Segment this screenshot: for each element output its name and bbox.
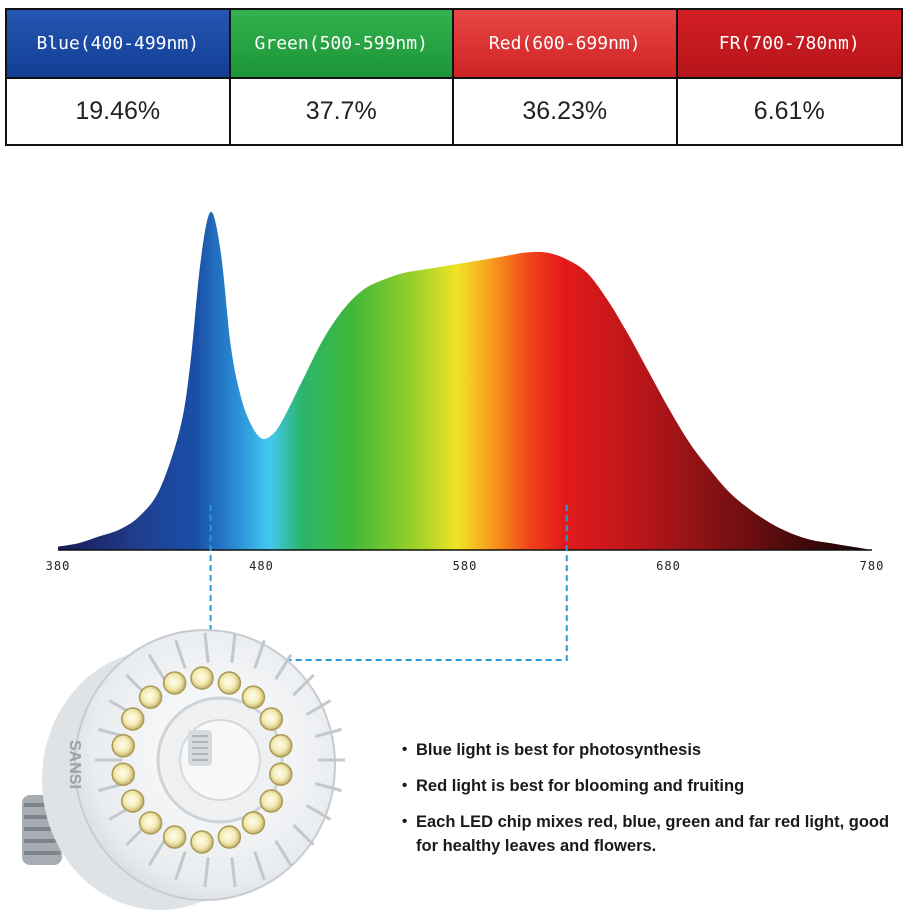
- spectrum-area: [58, 211, 872, 551]
- led-chip: [120, 707, 145, 731]
- fin: [292, 823, 315, 846]
- fin: [230, 632, 237, 663]
- x-tick-label: 680: [656, 559, 681, 573]
- led-chip: [111, 734, 135, 758]
- led-chip: [190, 666, 214, 690]
- fin: [274, 839, 293, 867]
- fin: [314, 727, 342, 738]
- spectrum-band-table: Blue(400-499nm) Green(500-599nm) Red(600…: [5, 8, 903, 146]
- fin: [174, 851, 187, 881]
- list-item: • Red light is best for blooming and fru…: [402, 774, 892, 798]
- fin: [314, 782, 342, 793]
- bullet-symbol: •: [402, 741, 408, 758]
- led-chip: [138, 685, 163, 709]
- cooling-fins: [95, 632, 345, 888]
- fin: [147, 839, 166, 867]
- brand-label: SANSI: [66, 740, 83, 789]
- header-green: Green(500-599nm): [230, 10, 454, 79]
- fin: [253, 639, 266, 669]
- fin: [306, 699, 332, 716]
- led-chip: [241, 811, 266, 835]
- led-chip: [162, 671, 187, 695]
- bullet-symbol: •: [402, 777, 408, 794]
- led-bulb-illustration: SANSI: [22, 629, 345, 910]
- bullet-symbol: •: [402, 813, 408, 830]
- bullet-text-red: Red light is best for blooming and fruit…: [416, 777, 745, 795]
- led-chip: [217, 825, 242, 849]
- fin: [147, 653, 166, 681]
- header-far-red: FR(700-780nm): [677, 10, 901, 79]
- fin: [174, 639, 187, 669]
- header-blue: Blue(400-499nm): [7, 10, 231, 79]
- fin: [292, 674, 315, 697]
- led-chip: [241, 685, 266, 709]
- value-green: 37.7%: [230, 79, 454, 144]
- value-blue: 19.46%: [7, 79, 231, 144]
- led-chip: [138, 811, 163, 835]
- spectrum-chart: 380 480 580 680 780: [46, 211, 885, 661]
- led-chip: [217, 671, 242, 695]
- list-item: • Each LED chip mixes red, blue, green a…: [402, 810, 892, 858]
- led-chip: [111, 762, 135, 786]
- fin: [203, 632, 210, 663]
- fin: [253, 851, 266, 881]
- led-ring: [111, 666, 293, 854]
- led-chip: [120, 789, 145, 813]
- led-chip: [162, 825, 187, 849]
- x-tick-label: 780: [860, 559, 885, 573]
- header-red: Red(600-699nm): [454, 10, 678, 79]
- value-far-red: 6.61%: [677, 79, 901, 144]
- fin: [274, 653, 293, 681]
- x-tick-label: 480: [249, 559, 274, 573]
- benefit-list: • Blue light is best for photosynthesis …: [402, 738, 892, 870]
- value-red: 36.23%: [454, 79, 678, 144]
- fin: [230, 857, 237, 888]
- x-tick-label: 380: [46, 559, 71, 573]
- fin: [203, 857, 210, 888]
- led-chip: [269, 762, 293, 786]
- led-chip: [259, 707, 284, 731]
- vent-icon: [188, 730, 212, 766]
- bullet-text-blue: Blue light is best for photosynthesis: [416, 741, 702, 759]
- led-chip: [259, 789, 284, 813]
- fin: [306, 804, 332, 821]
- marker-bracket-line: [209, 505, 568, 661]
- led-chip: [190, 830, 214, 854]
- led-chip: [269, 734, 293, 758]
- bullet-text-mix: Each LED chip mixes red, blue, green and…: [416, 813, 890, 855]
- x-tick-label: 580: [453, 559, 478, 573]
- list-item: • Blue light is best for photosynthesis: [402, 738, 892, 762]
